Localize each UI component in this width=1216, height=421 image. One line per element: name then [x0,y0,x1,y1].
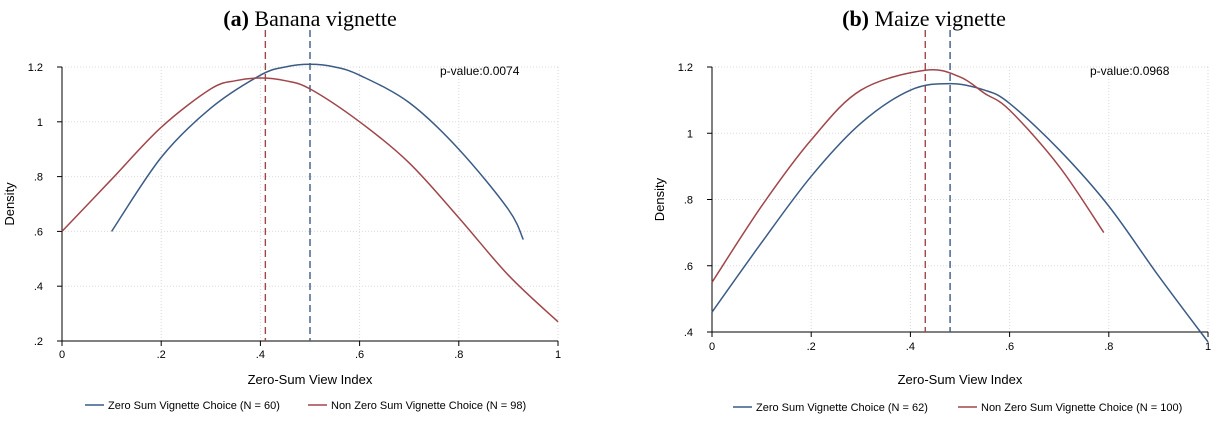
panel-a-y-tick-label-2: .6 [34,226,43,238]
panel-b-y-tick-label-3: 1 [687,128,693,140]
panel-b-title-text: Maize vignette [874,6,1006,31]
panel-a-y-tick-label-1: .4 [34,281,43,293]
panel-b-pvalue-annotation: p-value:0.0968 [1090,64,1170,78]
panel-a-y-axis-label: Density [2,182,17,226]
panel-b-y-tick-label-1: .6 [684,261,693,273]
panel-b-x-tick-label-3: .6 [1005,341,1014,353]
panel-a-x-axis-label: Zero-Sum View Index [248,372,373,387]
panel-a-label: (a) [223,6,249,31]
panel-a-title: (a) Banana vignette [170,6,450,32]
panel-a-series-0-line [110,63,524,240]
panel-b-label: (b) [842,6,870,31]
panel-a-title-text: Banana vignette [254,6,397,31]
panel-a-x-tick-label-1: .2 [157,349,166,361]
panel-a-x-tick-label-4: .8 [454,349,463,361]
panel-a-y-tick-label-5: 1.2 [28,62,43,74]
panel-a-y-tick-label-3: .8 [34,172,43,184]
panel-b-y-tick-label-4: 1.2 [678,62,693,74]
panel-a-y-tick-label-0: .2 [34,336,43,348]
panel-a-x-tick-label-2: .4 [256,349,265,361]
panel-b-y-axis-label: Density [652,177,667,221]
panel-b-x-tick-label-5: 1 [1205,341,1211,353]
panel-b-x-tick-label-2: .4 [906,341,915,353]
panel-a-legend-label-1: Non Zero Sum Vignette Choice (N = 98) [331,400,526,412]
panel-a-series-1-line [61,77,559,323]
panel-b-x-tick-label-4: .8 [1104,341,1113,353]
panel-a-x-tick-label-3: .6 [355,349,364,361]
panel-a-legend-label-0: Zero Sum Vignette Choice (N = 60) [108,400,280,412]
panel-b-title: (b) Maize vignette [784,6,1064,32]
panel-b-legend-label-1: Non Zero Sum Vignette Choice (N = 100) [981,402,1182,414]
panel-a-y-tick-label-4: 1 [37,117,43,129]
panel-b-y-tick-label-2: .8 [684,195,693,207]
panel-b-x-tick-label-0: 0 [709,341,715,353]
panel-b-legend-label-0: Zero Sum Vignette Choice (N = 62) [756,402,928,414]
panel-b-x-tick-label-1: .2 [807,341,816,353]
panel-b-y-tick-label-0: .4 [684,327,693,339]
panel-a-pvalue-annotation: p-value:0.0074 [440,64,520,78]
panel-b-series-0-line [711,82,1209,343]
panel-a-x-tick-label-5: 1 [555,349,561,361]
panel-a-x-tick-label-0: 0 [59,349,65,361]
panel-b-series-1-line [711,69,1105,283]
panel-b-x-axis-label: Zero-Sum View Index [898,372,1023,387]
